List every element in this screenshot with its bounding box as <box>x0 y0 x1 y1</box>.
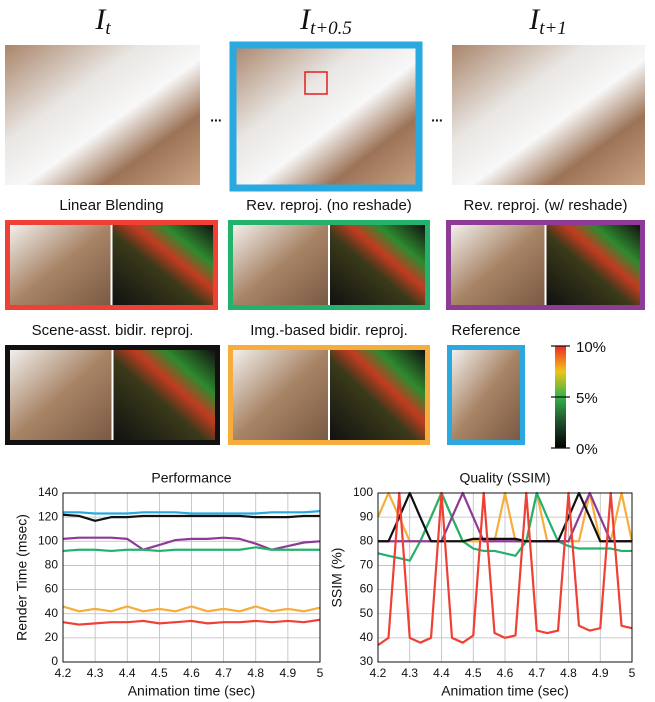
x-tick-label: 4.7 <box>215 666 232 680</box>
colorbar-label: 5% <box>576 390 598 407</box>
y-axis-label: SSIM (%) <box>329 548 345 608</box>
y-tick-label: 120 <box>38 509 58 523</box>
panel-label: Linear Blending <box>59 197 163 214</box>
frame-sub: t+0.5 <box>310 18 352 39</box>
x-tick-label: 4.8 <box>247 666 264 680</box>
x-tick-label: 4.2 <box>370 666 387 680</box>
panel-label: Reference <box>451 322 520 339</box>
x-tick-label: 4.9 <box>280 666 297 680</box>
x-tick-label: 4.5 <box>151 666 168 680</box>
x-tick-label: 5 <box>629 666 636 680</box>
panel-label: Scene-asst. bidir. reproj. <box>32 322 194 339</box>
frame-row: ... ... <box>5 45 645 188</box>
photo <box>233 225 328 305</box>
y-tick-label: 100 <box>353 485 373 499</box>
x-tick-label: 4.4 <box>433 666 450 680</box>
x-tick-label: 4.9 <box>592 666 609 680</box>
y-tick-label: 40 <box>360 630 374 644</box>
figure: ... ... It It+0.5 It+1 Linear Blending Rev. … <box>0 0 655 702</box>
y-axis-label: Render Time (msec) <box>14 514 30 641</box>
error-map <box>330 350 425 440</box>
frame-label: It <box>94 3 111 39</box>
colorbar-label: 0% <box>576 441 598 458</box>
y-tick-label: 80 <box>45 558 59 572</box>
x-tick-label: 4.5 <box>465 666 482 680</box>
x-tick-label: 4.3 <box>401 666 418 680</box>
y-tick-label: 90 <box>360 509 374 523</box>
y-tick-label: 70 <box>360 558 374 572</box>
terrain-image <box>5 45 200 185</box>
y-tick-label: 80 <box>360 533 374 547</box>
y-tick-label: 20 <box>45 630 59 644</box>
error-map <box>113 225 214 305</box>
chart-title: Performance <box>151 470 231 486</box>
x-tick-label: 4.4 <box>119 666 136 680</box>
x-axis-label: Animation time (sec) <box>128 683 256 699</box>
photo <box>451 225 545 305</box>
ellipsis: ... <box>210 109 222 125</box>
x-axis-label: Animation time (sec) <box>441 683 569 699</box>
panel-label: Rev. reproj. (w/ reshade) <box>464 197 628 214</box>
y-tick-label: 140 <box>38 485 58 499</box>
x-tick-label: 4.8 <box>560 666 577 680</box>
error-map <box>547 225 641 305</box>
x-tick-label: 4.7 <box>528 666 545 680</box>
terrain-image <box>452 45 645 185</box>
ellipsis: ... <box>431 109 443 125</box>
frame-label: It+0.5 <box>299 3 352 39</box>
frame-sub: t+1 <box>539 18 567 39</box>
x-tick-label: 5 <box>317 666 324 680</box>
x-tick-label: 4.6 <box>497 666 514 680</box>
y-tick-label: 60 <box>45 582 59 596</box>
error-map <box>330 225 425 305</box>
y-tick-label: 100 <box>38 533 58 547</box>
panel-label: Img.-based bidir. reproj. <box>250 322 408 339</box>
x-tick-label: 4.3 <box>87 666 104 680</box>
chart-title: Quality (SSIM) <box>459 470 550 486</box>
error-map <box>114 350 216 440</box>
x-tick-label: 4.6 <box>183 666 200 680</box>
frame-sub: t <box>105 18 111 39</box>
photo <box>10 225 111 305</box>
y-tick-label: 60 <box>360 582 374 596</box>
photo <box>10 350 112 440</box>
photo <box>233 350 328 440</box>
x-tick-label: 4.2 <box>55 666 72 680</box>
frame-label: It+1 <box>528 3 567 39</box>
y-tick-label: 50 <box>360 606 374 620</box>
photo <box>452 350 520 440</box>
terrain-image <box>233 45 419 188</box>
colorbar-label: 10% <box>576 339 606 356</box>
panel-label: Rev. reproj. (no reshade) <box>246 197 412 214</box>
y-tick-label: 40 <box>45 606 59 620</box>
